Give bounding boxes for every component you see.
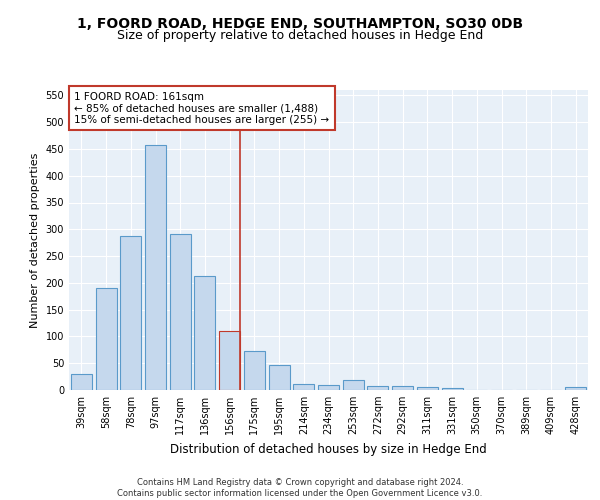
Bar [219,331,240,390]
Bar [170,234,191,390]
Bar [392,386,413,390]
Bar [343,380,364,390]
Bar [293,384,314,390]
Bar [244,351,265,390]
Text: Size of property relative to detached houses in Hedge End: Size of property relative to detached ho… [117,29,483,42]
Y-axis label: Number of detached properties: Number of detached properties [30,152,40,328]
Bar [269,365,290,390]
Text: Contains HM Land Registry data © Crown copyright and database right 2024.
Contai: Contains HM Land Registry data © Crown c… [118,478,482,498]
X-axis label: Distribution of detached houses by size in Hedge End: Distribution of detached houses by size … [170,442,487,456]
Bar [565,388,586,390]
Bar [367,386,388,390]
Text: 1, FOORD ROAD, HEDGE END, SOUTHAMPTON, SO30 0DB: 1, FOORD ROAD, HEDGE END, SOUTHAMPTON, S… [77,18,523,32]
Bar [71,374,92,390]
Bar [145,144,166,390]
Text: 1 FOORD ROAD: 161sqm
← 85% of detached houses are smaller (1,488)
15% of semi-de: 1 FOORD ROAD: 161sqm ← 85% of detached h… [74,92,329,124]
Bar [417,388,438,390]
Bar [194,276,215,390]
Bar [95,288,116,390]
Bar [120,236,141,390]
Bar [318,384,339,390]
Bar [442,388,463,390]
